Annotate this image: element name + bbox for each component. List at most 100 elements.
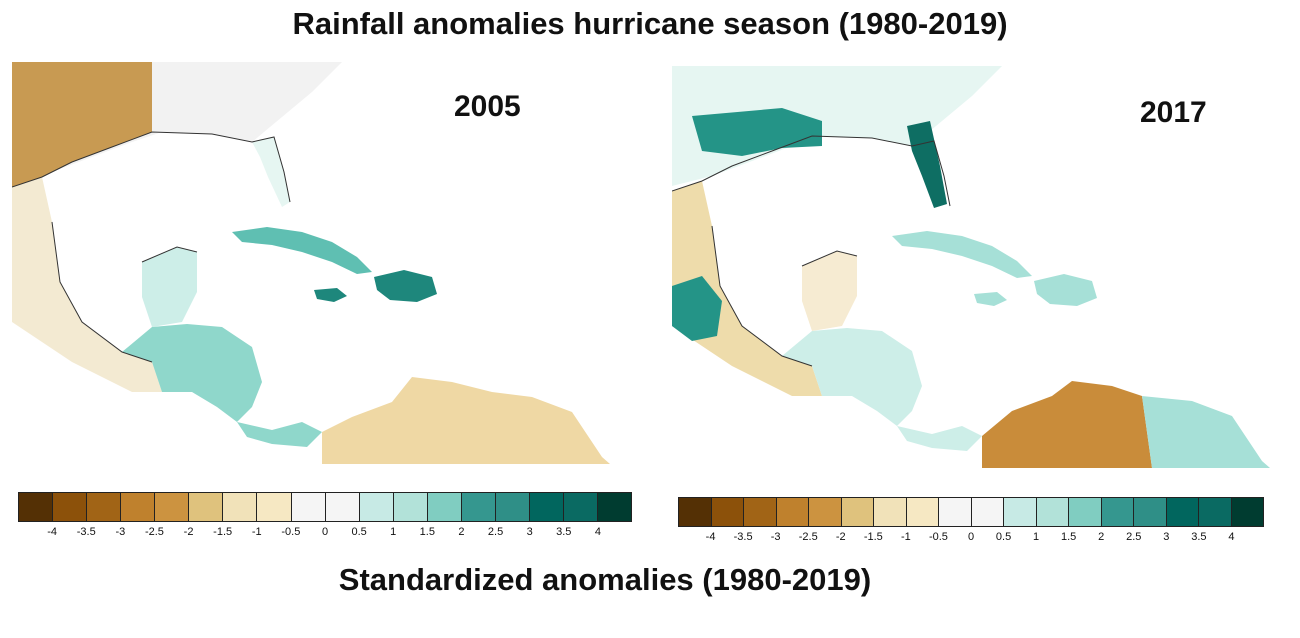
region-colombia-venezuela <box>322 377 610 464</box>
colorbar-swatch <box>87 493 122 521</box>
colorbar-tick-label: -2 <box>183 526 194 538</box>
region-mexico <box>12 177 162 392</box>
region-texas <box>692 108 822 156</box>
colorbar-tick-label: -1 <box>900 531 911 543</box>
colorbar-tick-label: 3 <box>526 526 533 538</box>
colorbar-tick-label: 1.5 <box>1061 531 1077 543</box>
colorbar-tick-label: 3.5 <box>1191 531 1207 543</box>
map-panel-2017: 2017 <box>672 66 1270 468</box>
region-cuba <box>892 231 1032 278</box>
colorbar-swatch <box>1134 498 1167 526</box>
colorbar-swatch <box>393 493 428 521</box>
region-texas <box>12 62 152 187</box>
colorbar-swatch <box>291 493 326 521</box>
colorbar-caption: Standardized anomalies (1980-2019) <box>338 562 872 597</box>
colorbar-swatch <box>711 498 744 526</box>
colorbar-swatch <box>359 493 394 521</box>
colorbar-swatch <box>325 493 360 521</box>
colorbar-tick-label: 2.5 <box>487 526 504 538</box>
colorbar-tick-label: -1.5 <box>213 526 233 538</box>
colorbar-swatch <box>1231 498 1263 526</box>
colorbar-swatches <box>678 497 1264 527</box>
map-year-label: 2017 <box>1140 96 1207 129</box>
colorbar-tick-label: 3.5 <box>556 526 572 538</box>
colorbar-swatch <box>1069 498 1102 526</box>
colorbar-tick-label: -0.5 <box>928 531 948 543</box>
colorbar-swatch <box>809 498 842 526</box>
region-florida <box>252 137 290 207</box>
colorbar-swatch <box>461 493 496 521</box>
colorbar-tick-label: 4 <box>1228 531 1235 543</box>
region-hispaniola <box>374 270 437 302</box>
colorbar-ticks: -4 -3.5 -3 -2.5 -2 -1.5 -1 -0.5 0 0.5 1 1.5 2 2.5 3 3.5… <box>18 526 632 544</box>
colorbar-tick-label: 3 <box>1163 531 1170 543</box>
colorbar-swatch <box>155 493 190 521</box>
colorbar-swatch <box>1101 498 1134 526</box>
colorbar-swatches <box>18 492 632 522</box>
map-panel-2005: 2005 <box>12 62 610 464</box>
colorbar-swatch <box>53 493 88 521</box>
colorbar-swatch <box>1166 498 1199 526</box>
colorbar-swatch <box>529 493 564 521</box>
region-cuba <box>232 227 372 274</box>
colorbar-swatch <box>495 493 530 521</box>
colorbar-swatch <box>1004 498 1037 526</box>
colorbar-tick-label: 0 <box>967 531 975 543</box>
colorbar-tick-label: -3 <box>115 526 126 538</box>
colorbar-tick-label: 0 <box>321 526 329 538</box>
colorbar-tick-label: -2 <box>835 531 846 543</box>
region-panama <box>897 426 982 451</box>
map-year-label: 2005 <box>454 90 521 123</box>
colorbar-swatch <box>598 493 632 521</box>
colorbar-swatch <box>939 498 972 526</box>
colorbar-tick-label: -4 <box>705 531 716 543</box>
colorbar-swatch <box>874 498 907 526</box>
colorbar-tick-label: 2 <box>1098 531 1105 543</box>
colorbar-tick-label: -3.5 <box>76 526 96 538</box>
region-central-america <box>782 328 922 426</box>
colorbar-tick-label: 1.5 <box>419 526 435 538</box>
region-yucatan <box>802 251 857 331</box>
region-panama <box>237 422 322 447</box>
colorbar-tick-label: 0.5 <box>995 531 1012 543</box>
colorbar-tick-label: 2.5 <box>1126 531 1142 543</box>
coastline <box>672 135 951 367</box>
colorbar-swatch <box>564 493 599 521</box>
figure-title: Rainfall anomalies hurricane season (198… <box>292 6 1008 41</box>
region-jamaica <box>314 288 347 302</box>
colorbar-swatch <box>19 493 54 521</box>
region-florida <box>907 121 947 208</box>
map-svg-2017 <box>672 66 1270 468</box>
colorbar-tick-label: -2.5 <box>144 526 164 538</box>
colorbar-swatch <box>121 493 156 521</box>
region-jamaica <box>974 292 1007 306</box>
colorbar-ticks: -4 -3.5 -3 -2.5 -2 -1.5 -1 -0.5 0 0.5 1 1.5 2 2.5 3 3.5… <box>678 531 1264 549</box>
colorbar-swatch <box>906 498 939 526</box>
region-us-southeast <box>672 66 1002 186</box>
colorbar-swatch <box>189 493 224 521</box>
colorbar-tick-label: 1 <box>1033 531 1040 543</box>
colorbar-tick-label: -1 <box>251 526 262 538</box>
coastline <box>12 131 291 363</box>
colorbar-swatch <box>427 493 462 521</box>
colorbar-swatch <box>776 498 809 526</box>
colorbar-swatch <box>223 493 258 521</box>
colorbar-tick-label: -0.5 <box>281 526 301 538</box>
region-hispaniola <box>1034 274 1097 306</box>
colorbar-tick-label: 0.5 <box>351 526 367 538</box>
colorbar-tick-label: 2 <box>458 526 465 538</box>
colorbar-tick-label: -2.5 <box>798 531 818 543</box>
colorbar-swatch <box>841 498 874 526</box>
region-mexico <box>672 181 822 396</box>
region-colombia-venezuela <box>982 381 1152 468</box>
colorbar-left: -4 -3.5 -3 -2.5 -2 -1.5 -1 -0.5 0 0.5 1 1.5 2 2.5 3 3.5… <box>18 492 632 544</box>
colorbar-tick-label: 1 <box>390 526 397 538</box>
colorbar-swatch <box>1036 498 1069 526</box>
colorbar-tick-label: -3.5 <box>733 531 753 543</box>
colorbar-swatch <box>744 498 777 526</box>
region-central-america <box>122 324 262 422</box>
colorbar-swatch <box>1199 498 1232 526</box>
region-mexico-wet <box>672 276 722 341</box>
colorbar-swatch <box>971 498 1004 526</box>
colorbar-swatch <box>257 493 292 521</box>
